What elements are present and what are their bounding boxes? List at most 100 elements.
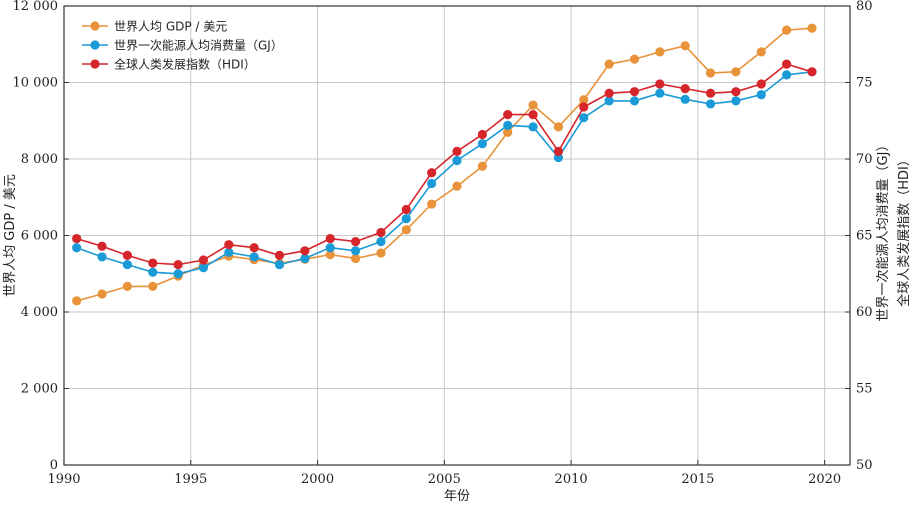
data-point	[807, 67, 817, 77]
axes	[63, 5, 851, 466]
data-point	[579, 113, 589, 123]
y-right-tick-label: 55	[856, 382, 873, 397]
data-point	[782, 25, 792, 35]
data-point	[249, 243, 259, 253]
y-right-tick-label: 50	[856, 458, 873, 473]
data-point	[325, 233, 335, 244]
data-point	[427, 199, 437, 209]
data-point	[198, 263, 209, 273]
axis-titles: 年份 世界人均 GDP / 美元 世界一次能源人均消费量（GJ） 全球人类发展指数（H…	[3, 139, 912, 504]
data-point	[401, 204, 411, 215]
data-point	[452, 146, 462, 156]
data-point	[452, 155, 462, 166]
data-point	[705, 88, 716, 98]
data-point	[756, 79, 766, 89]
data-point	[553, 146, 564, 156]
data-point	[528, 110, 538, 120]
y-right-tick-label: 70	[856, 152, 873, 167]
data-point	[72, 243, 82, 253]
legend-label: 世界一次能源人均消费量（GJ）	[114, 39, 283, 53]
legend-marker	[90, 59, 100, 69]
data-point	[97, 241, 107, 251]
data-point	[579, 95, 589, 105]
data-point	[503, 110, 513, 120]
data-point	[198, 255, 209, 265]
data-point	[807, 23, 817, 33]
data-point	[477, 139, 487, 149]
x-axis-title: 年份	[444, 489, 470, 504]
data-point	[350, 237, 361, 247]
data-point	[629, 87, 640, 97]
grid-lines	[64, 6, 850, 465]
data-point	[249, 252, 259, 262]
data-point	[72, 233, 82, 244]
legend-marker	[90, 21, 100, 31]
y-left-tick-label: 0	[50, 458, 58, 473]
data-point	[427, 168, 437, 178]
y-right-axis-title: 全球人类发展指数（HDI）	[896, 153, 912, 307]
data-point	[376, 237, 386, 247]
x-tick-label: 2020	[808, 472, 841, 487]
x-tick-label: 1990	[47, 472, 80, 487]
data-point	[705, 99, 716, 109]
x-tick-label: 1995	[174, 472, 207, 487]
y-right-tick-label: 75	[856, 76, 873, 91]
series-1	[72, 67, 817, 279]
data-point	[528, 122, 538, 132]
data-point	[72, 296, 82, 306]
x-tick-label: 2000	[301, 472, 334, 487]
data-point	[731, 96, 741, 106]
data-point	[477, 129, 487, 140]
data-point	[350, 246, 361, 256]
data-point	[553, 122, 564, 132]
data-point	[503, 120, 513, 130]
data-point	[503, 127, 513, 137]
tick-labels: 1990 1995 2000 2005 2010 2015 2020 0 2 000 4 000 6…	[13, 0, 873, 487]
data-point	[528, 100, 538, 110]
data-point	[148, 267, 158, 277]
data-point	[655, 47, 665, 57]
y-left-tick-label: 2 000	[21, 382, 58, 397]
y-left-axis-title: 世界人均 GDP / 美元	[3, 174, 18, 297]
data-point	[173, 259, 183, 270]
x-tick-label: 2005	[428, 472, 461, 487]
y-left-tick-label: 4 000	[21, 305, 58, 320]
data-point	[629, 96, 640, 106]
x-tick-label: 2010	[555, 472, 588, 487]
legend-marker	[90, 40, 100, 50]
data-point	[122, 259, 132, 270]
y-left-tick-label: 10 000	[13, 76, 59, 91]
data-point	[731, 67, 741, 77]
data-point	[756, 90, 766, 100]
data-point	[655, 79, 665, 89]
data-point	[376, 248, 386, 258]
data-point	[680, 41, 690, 51]
data-point	[122, 250, 132, 260]
data-point	[300, 253, 310, 264]
x-tick-label: 2015	[681, 472, 714, 487]
data-point	[731, 87, 741, 97]
data-point	[224, 247, 234, 257]
series-2	[72, 59, 817, 270]
data-point	[401, 225, 411, 235]
data-point	[477, 161, 487, 171]
data-point	[173, 269, 183, 279]
data-point	[427, 178, 437, 189]
data-point	[705, 68, 716, 78]
data-point	[224, 240, 234, 250]
data-point	[325, 250, 335, 260]
data-point	[604, 59, 614, 69]
legend-item: 世界一次能源人均消费量（GJ）	[82, 39, 283, 53]
y-right-tick-label: 60	[856, 305, 873, 320]
data-point	[376, 227, 386, 238]
data-point	[97, 289, 107, 299]
data-point	[122, 281, 132, 291]
data-point	[629, 54, 640, 64]
y-left-tick-label: 6 000	[21, 229, 58, 244]
data-point	[782, 59, 792, 69]
data-point	[401, 214, 411, 224]
data-point	[680, 84, 690, 94]
data-point	[756, 47, 766, 57]
